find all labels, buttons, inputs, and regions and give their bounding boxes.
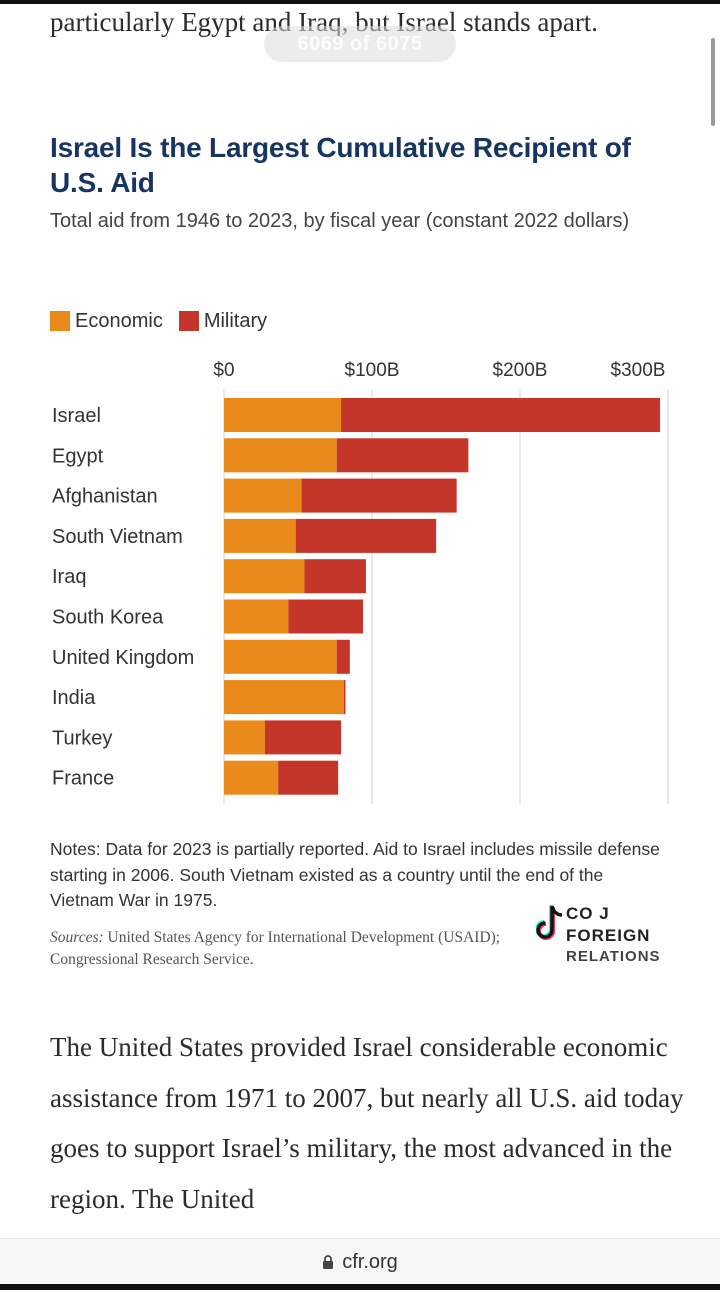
x-tick-label-3: $300B: [611, 360, 666, 381]
category-label: France: [52, 768, 114, 790]
sources-text: United States Agency for International D…: [50, 929, 501, 968]
bar-economic-afghanistan: [224, 478, 302, 513]
chart-notes: Notes: Data for 2023 is partially report…: [50, 839, 660, 910]
scrollbar[interactable]: [711, 38, 715, 126]
chart-sources: Sources: United States Agency for Intern…: [50, 927, 520, 971]
legend-swatch-military: [178, 311, 199, 331]
legend-item-economic: Economic: [50, 310, 163, 333]
category-label: South Vietnam: [52, 526, 183, 548]
article-paragraph-next: The United States provided Israel consid…: [50, 1032, 684, 1214]
category-label: Egypt: [52, 445, 104, 467]
bar-economic-south-korea: [224, 599, 289, 634]
watermark-line-1: CO J: [566, 904, 610, 923]
bar-chart: $0 $100B $200B $300B Israel Egypt Afghanistan S…: [52, 360, 669, 804]
bar-economic-france: [224, 760, 279, 795]
bar-military-south-korea: [288, 599, 364, 634]
x-tick-label-1: $100B: [345, 360, 400, 381]
bar-economic-iraq: [224, 559, 305, 594]
bar-military-south-vietnam: [295, 518, 437, 553]
chart-legend: Economic Military: [50, 308, 283, 334]
bar-military-india: [343, 680, 346, 715]
chart-subtitle: Total aid from 1946 to 2023, by fiscal y…: [50, 210, 630, 232]
post-counter-badge: 6069 of 6075: [264, 26, 456, 62]
bar-military-france: [278, 760, 339, 795]
bar-economic-india: [224, 680, 344, 715]
bar-military-turkey: [264, 720, 342, 755]
x-tick-label-2: $200B: [493, 360, 548, 381]
chart-title: Israel Is the Largest Cumulative Recipie…: [50, 132, 631, 198]
bar-military-united-kingdom: [336, 639, 350, 674]
bar-economic-israel: [224, 398, 342, 432]
legend-swatch-economic: [50, 311, 70, 331]
bar-military-afghanistan: [301, 478, 457, 513]
bar-military-egypt: [336, 438, 469, 473]
legend-label-military: Military: [203, 309, 268, 332]
category-label: Iraq: [52, 566, 86, 588]
lock-icon: [323, 1255, 334, 1269]
bar-military-iraq: [304, 559, 366, 594]
bottom-edge: [0, 1284, 720, 1290]
sources-label: Sources:: [50, 929, 104, 946]
browser-url-bar[interactable]: cfr.org: [0, 1238, 720, 1285]
category-label: India: [52, 687, 96, 709]
legend-item-military: Military: [178, 309, 268, 333]
browser-url[interactable]: cfr.org: [342, 1250, 398, 1273]
watermark-line-2: FOREIGN: [566, 926, 651, 945]
bar-economic-united-kingdom: [224, 639, 337, 674]
watermark-line-3: RELATIONS: [566, 948, 661, 965]
bar-military-israel: [341, 398, 661, 432]
tiktok-watermark: CO J FOREIGN RELATIONS: [536, 900, 706, 974]
category-label: Afghanistan: [52, 486, 158, 508]
category-label: Israel: [52, 405, 101, 427]
legend-label-economic: Economic: [75, 309, 163, 332]
category-label: Turkey: [52, 727, 112, 749]
category-label: United Kingdom: [52, 647, 194, 669]
category-label: South Korea: [52, 607, 164, 629]
tiktok-logo-icon: [536, 905, 563, 940]
bar-economic-turkey: [224, 720, 265, 755]
bar-economic-south-vietnam: [224, 518, 296, 553]
top-edge: [0, 0, 720, 4]
bar-economic-egypt: [224, 438, 337, 473]
x-tick-label-0: $0: [213, 360, 234, 381]
